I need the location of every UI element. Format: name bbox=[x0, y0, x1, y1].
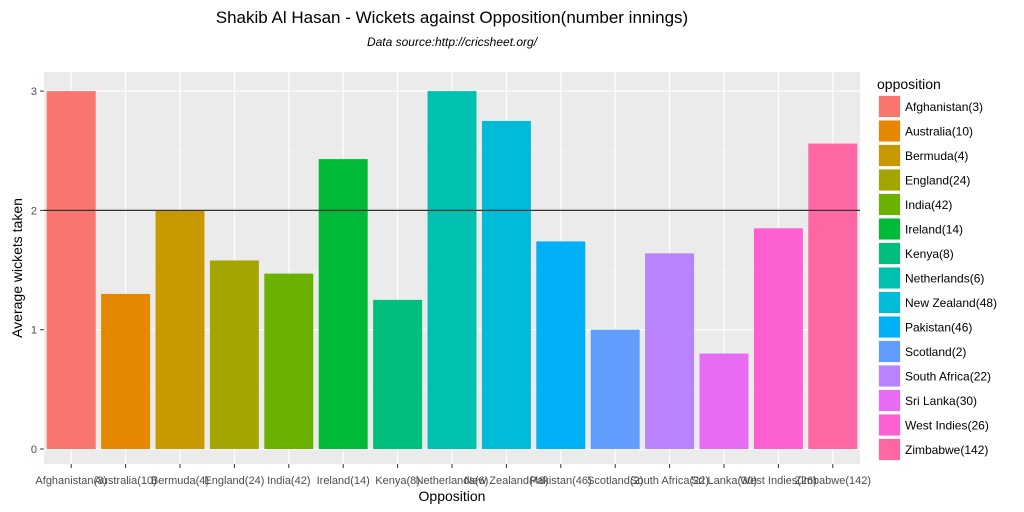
legend-swatch bbox=[879, 96, 900, 117]
legend-label: New Zealand(48) bbox=[905, 296, 997, 310]
bar bbox=[101, 293, 151, 449]
legend-label: Kenya(8) bbox=[905, 247, 954, 261]
x-tick-label: Australia(10) bbox=[94, 475, 156, 487]
x-tick-label: Bermuda(4) bbox=[151, 475, 209, 487]
y-axis-title: Average wickets taken bbox=[9, 198, 25, 338]
bar bbox=[536, 241, 586, 449]
legend-swatch bbox=[879, 120, 900, 142]
legend-label: India(42) bbox=[905, 198, 952, 212]
legend-label: Zimbabwe(142) bbox=[905, 443, 988, 457]
y-axis: 0 1 2 3 bbox=[31, 86, 44, 456]
bar bbox=[590, 329, 640, 449]
bar bbox=[427, 91, 477, 449]
y-tick-label: 3 bbox=[31, 86, 37, 98]
bar bbox=[753, 228, 803, 449]
legend-swatch bbox=[879, 267, 900, 289]
bar bbox=[318, 159, 368, 449]
legend: Afghanistan(3) Australia(10) Bermuda(4) Eng… bbox=[878, 95, 997, 461]
legend-swatch bbox=[879, 365, 900, 387]
legend-label: Pakistan(46) bbox=[905, 321, 972, 335]
legend-swatch bbox=[879, 439, 900, 460]
y-tick-label: 0 bbox=[31, 444, 37, 456]
x-axis-title: Opposition bbox=[419, 488, 486, 504]
x-tick-label: West Indies(26) bbox=[740, 475, 817, 487]
x-axis: Afghanistan(3)Australia(10)Bermuda(4)Eng… bbox=[35, 464, 871, 487]
legend-swatch bbox=[879, 218, 900, 240]
legend-swatch bbox=[879, 169, 900, 191]
x-tick-label: New Zealand(48) bbox=[464, 475, 548, 487]
x-tick-label: Scotland(2) bbox=[587, 475, 643, 487]
x-tick-label: Afghanistan(3) bbox=[35, 475, 107, 487]
chart-title: Shakib Al Hasan - Wickets against Opposi… bbox=[216, 8, 688, 27]
x-tick-label: Sri Lanka(30) bbox=[691, 475, 757, 487]
bars-layer bbox=[46, 91, 858, 450]
legend-label: Sri Lanka(30) bbox=[905, 394, 977, 408]
bar bbox=[155, 210, 205, 449]
legend-label: Ireland(14) bbox=[905, 223, 963, 237]
legend-swatch bbox=[879, 414, 900, 436]
legend-label: England(24) bbox=[905, 174, 970, 188]
legend-swatch bbox=[879, 292, 900, 313]
bar bbox=[645, 253, 695, 449]
legend-swatch bbox=[879, 243, 900, 264]
legend-label: Afghanistan(3) bbox=[905, 100, 983, 114]
legend-swatch bbox=[879, 341, 900, 362]
x-tick-label: South Africa(22) bbox=[630, 475, 709, 487]
bar bbox=[481, 120, 531, 450]
legend-label: Bermuda(4) bbox=[905, 149, 968, 163]
x-tick-label: Zimbabwe(142) bbox=[795, 475, 871, 487]
chart-subtitle: Data source:http://cricsheet.org/ bbox=[367, 35, 539, 49]
x-tick-label: England(24) bbox=[204, 475, 264, 487]
legend-swatch bbox=[879, 390, 900, 411]
legend-title: opposition bbox=[877, 76, 941, 92]
bar bbox=[264, 273, 314, 449]
bar bbox=[46, 91, 96, 449]
legend-label: Australia(10) bbox=[905, 125, 973, 139]
y-tick-label: 2 bbox=[31, 205, 37, 217]
legend-label: Netherlands(6) bbox=[905, 272, 984, 286]
legend-label: West Indies(26) bbox=[905, 419, 989, 433]
y-tick-label: 1 bbox=[31, 325, 37, 337]
bar bbox=[209, 260, 259, 449]
bar bbox=[808, 143, 858, 450]
bar bbox=[699, 353, 749, 449]
legend-label: South Africa(22) bbox=[905, 370, 991, 384]
x-tick-label: Kenya(8) bbox=[375, 475, 420, 487]
x-tick-label: Netherlands(6) bbox=[416, 475, 489, 487]
legend-swatch bbox=[879, 194, 900, 215]
bar bbox=[373, 299, 423, 449]
legend-label: Scotland(2) bbox=[905, 345, 966, 359]
x-tick-label: India(42) bbox=[267, 475, 310, 487]
legend-swatch bbox=[879, 145, 900, 166]
legend-swatch bbox=[879, 316, 900, 338]
x-tick-label: Pakistan(46) bbox=[530, 475, 592, 487]
x-tick-label: Ireland(14) bbox=[317, 475, 370, 487]
